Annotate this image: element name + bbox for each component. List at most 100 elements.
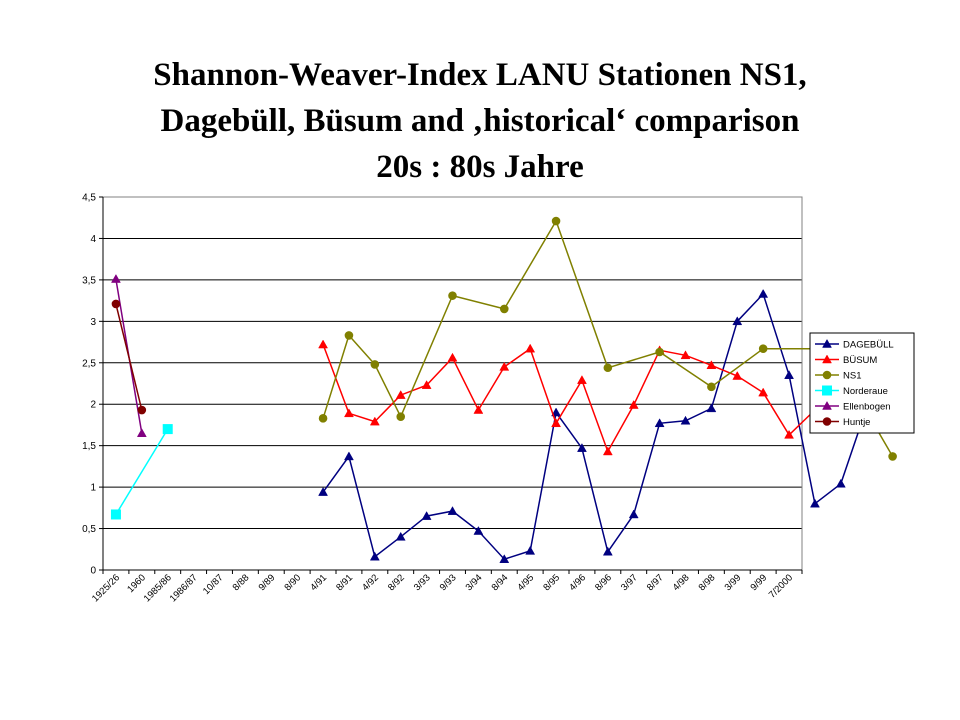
- data-point-b-sum: [732, 371, 743, 380]
- data-point-dageb-ll: [318, 487, 328, 496]
- x-tick-label: 9/93: [438, 572, 459, 593]
- x-tick-label: 3/93: [412, 572, 433, 593]
- data-point-dageb-ll: [810, 498, 820, 508]
- data-point-b-sum: [602, 446, 613, 456]
- y-tick-label: 0,5: [82, 524, 96, 535]
- x-tick-label: 8/97: [645, 572, 666, 593]
- x-tick-label: 3/97: [619, 572, 640, 593]
- x-tick-label: 8/92: [386, 572, 407, 593]
- legend-marker: [822, 354, 832, 364]
- x-tick-label: 1986/87: [168, 572, 200, 604]
- x-tick-label: 8/88: [231, 572, 252, 593]
- title-line-1: Shannon-Weaver-Index LANU Stationen NS1,: [153, 57, 807, 93]
- x-tick-label: 3/94: [464, 572, 485, 593]
- legend-label: Norderaue: [843, 386, 888, 397]
- data-point-ns1: [396, 412, 406, 421]
- data-point-dageb-ll: [499, 554, 510, 563]
- y-axis-ticks: 0 0,5 1 1,5 2 2,5 3 3,5 4 4,5: [82, 193, 103, 577]
- data-point-dageb-ll: [577, 443, 587, 452]
- series-huntje: [111, 299, 147, 415]
- series-line-norderaue: [115, 428, 169, 515]
- data-point-dageb-ll: [654, 418, 665, 428]
- data-point-b-sum: [525, 343, 536, 353]
- data-point-ns1: [448, 291, 457, 300]
- data-point-dageb-ll: [732, 316, 743, 326]
- series-dageb-ll: [318, 288, 872, 563]
- y-tick-label: 2: [90, 400, 96, 411]
- data-point-ns1: [888, 452, 897, 461]
- slide-title: Shannon-Weaver-Index LANU Stationen NS1,…: [0, 52, 960, 190]
- data-point-b-sum: [499, 361, 510, 371]
- data-point-dageb-ll: [680, 415, 691, 425]
- data-point-ns1: [603, 363, 613, 373]
- x-tick-label: 8/96: [593, 572, 614, 593]
- x-tick-label: 4/91: [308, 572, 329, 593]
- legend: DAGEBÜLL BÜSUM NS1 Norderaue Ellenbogen Huntj…: [809, 332, 915, 434]
- data-point-ns1: [758, 344, 768, 353]
- data-point-b-sum: [344, 408, 354, 418]
- legend-label: Ellenbogen: [843, 402, 891, 413]
- x-tick-label: 8/95: [541, 572, 562, 593]
- y-tick-label: 0: [90, 566, 96, 577]
- data-point-dageb-ll: [628, 509, 639, 519]
- legend-marker: [822, 400, 832, 410]
- y-tick-label: 1,5: [82, 441, 96, 452]
- x-tick-label: 4/96: [567, 572, 588, 593]
- data-point-ns1: [370, 360, 380, 369]
- data-point-dageb-ll: [551, 407, 561, 417]
- legend-label: Huntje: [843, 417, 870, 428]
- y-tick-label: 3,5: [82, 275, 96, 286]
- data-point-b-sum: [551, 418, 561, 428]
- data-point-huntje: [137, 405, 147, 415]
- data-point-dageb-ll: [344, 451, 354, 461]
- data-point-b-sum: [421, 380, 432, 389]
- x-tick-label: 1925/26: [90, 572, 122, 604]
- series-norderaue: [110, 424, 173, 520]
- x-tick-label: 8/91: [334, 572, 355, 593]
- series-line-huntje: [115, 303, 143, 411]
- data-point-huntje: [111, 299, 121, 309]
- data-point-b-sum: [628, 400, 639, 409]
- x-tick-label: 9/89: [257, 572, 278, 593]
- data-point-dageb-ll: [369, 551, 380, 561]
- x-tick-label: 10/87: [201, 572, 226, 597]
- data-point-dageb-ll: [706, 403, 717, 413]
- data-point-ns1: [551, 216, 561, 226]
- data-point-dageb-ll: [447, 506, 458, 515]
- series-line-dageb-ll: [322, 292, 868, 561]
- data-point-ns1: [344, 331, 354, 340]
- x-tick-label: 3/99: [723, 572, 744, 593]
- x-tick-label: 9/99: [748, 572, 769, 593]
- data-point-dageb-ll: [784, 370, 794, 379]
- y-tick-label: 1: [90, 483, 96, 494]
- x-tick-label: 7/2000: [767, 572, 795, 600]
- legend-label: NS1: [843, 371, 861, 382]
- data-point-b-sum: [473, 405, 484, 414]
- data-point-norderaue: [162, 424, 173, 435]
- data-point-ellenbogen: [136, 428, 147, 437]
- series-line-b-sum: [322, 344, 868, 454]
- y-tick-label: 3: [90, 317, 96, 328]
- data-point-ellenbogen: [111, 274, 121, 283]
- data-point-dageb-ll: [473, 526, 484, 535]
- legend-marker: [822, 385, 832, 396]
- data-point-ns1: [655, 347, 664, 357]
- legend-label: DAGEBÜLL: [843, 340, 894, 351]
- data-point-ns1: [707, 382, 716, 392]
- title-line-2: Dagebüll, Büsum and ‚historical‘ compari…: [160, 103, 800, 139]
- data-point-b-sum: [369, 416, 380, 426]
- data-point-b-sum: [395, 390, 406, 399]
- x-tick-label: 4/92: [360, 572, 381, 593]
- x-tick-label: 4/98: [671, 572, 692, 593]
- x-tick-label: 8/90: [282, 572, 303, 593]
- data-point-dageb-ll: [525, 545, 536, 555]
- data-point-b-sum: [784, 429, 794, 439]
- data-point-b-sum: [318, 339, 328, 349]
- legend-marker: [822, 417, 832, 426]
- legend-label: BÜSUM: [843, 355, 877, 366]
- y-tick-label: 4: [90, 234, 96, 245]
- series-line-ns1: [322, 219, 894, 457]
- y-tick-label: 2,5: [82, 358, 96, 369]
